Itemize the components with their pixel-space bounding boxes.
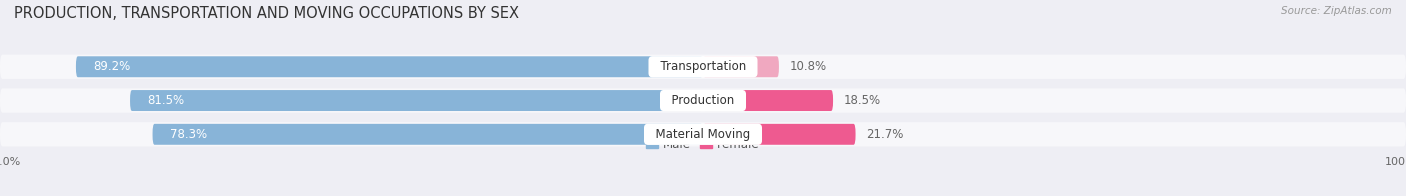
Text: Material Moving: Material Moving bbox=[648, 128, 758, 141]
FancyBboxPatch shape bbox=[0, 55, 1406, 79]
FancyBboxPatch shape bbox=[0, 88, 1406, 113]
FancyBboxPatch shape bbox=[0, 122, 1406, 146]
FancyBboxPatch shape bbox=[703, 124, 855, 145]
Text: 18.5%: 18.5% bbox=[844, 94, 880, 107]
FancyBboxPatch shape bbox=[76, 56, 703, 77]
FancyBboxPatch shape bbox=[129, 90, 703, 111]
Text: 78.3%: 78.3% bbox=[170, 128, 207, 141]
Text: Production: Production bbox=[664, 94, 742, 107]
Text: 10.8%: 10.8% bbox=[790, 60, 827, 73]
Text: Source: ZipAtlas.com: Source: ZipAtlas.com bbox=[1281, 6, 1392, 16]
FancyBboxPatch shape bbox=[703, 90, 832, 111]
Text: 21.7%: 21.7% bbox=[866, 128, 904, 141]
Text: 89.2%: 89.2% bbox=[93, 60, 131, 73]
Text: PRODUCTION, TRANSPORTATION AND MOVING OCCUPATIONS BY SEX: PRODUCTION, TRANSPORTATION AND MOVING OC… bbox=[14, 6, 519, 21]
Text: Transportation: Transportation bbox=[652, 60, 754, 73]
Text: 81.5%: 81.5% bbox=[148, 94, 184, 107]
Legend: Male, Female: Male, Female bbox=[641, 133, 765, 156]
FancyBboxPatch shape bbox=[153, 124, 703, 145]
FancyBboxPatch shape bbox=[703, 56, 779, 77]
